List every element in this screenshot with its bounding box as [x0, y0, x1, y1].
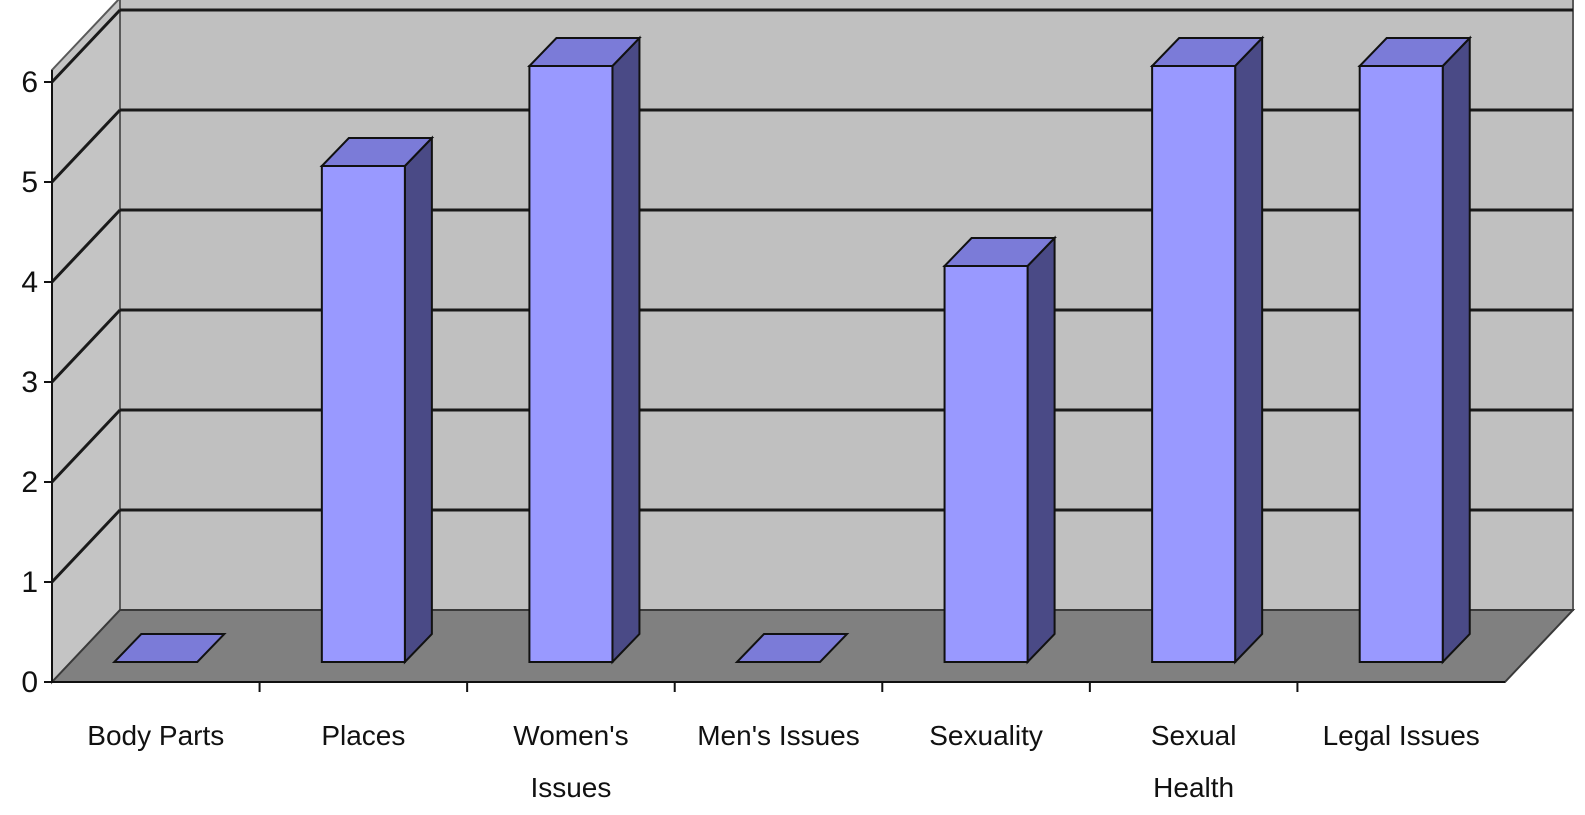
bar-body-parts	[111, 633, 227, 663]
bar-places	[319, 135, 435, 665]
x-tick-label: Sexual Health	[1151, 720, 1237, 803]
side-wall	[51, 0, 121, 685]
bar-front	[943, 265, 1029, 663]
bar-side	[1026, 235, 1056, 665]
chart-walls	[49, 0, 1576, 685]
bar-legal-issues	[1357, 35, 1473, 665]
x-tick-labels: Body Parts Places Women's Issues Men's Issue…	[87, 682, 1480, 803]
gridline-side	[50, 8, 122, 84]
bar-top	[734, 633, 850, 663]
y-tick-label: 3	[21, 366, 38, 399]
y-tick-labels: 0 1 2 3 4 5 6	[21, 66, 52, 699]
gridline-side	[50, 408, 122, 484]
bars	[111, 35, 1473, 665]
x-tick-label: Places	[321, 720, 405, 751]
bar-top	[111, 633, 227, 663]
bar-front	[1151, 65, 1237, 663]
bar-side	[611, 35, 641, 665]
x-tick-label: Body Parts	[87, 720, 224, 751]
bar-sexual-health	[1149, 35, 1265, 665]
x-tick-label: Legal Issues	[1323, 720, 1480, 751]
bar-front	[528, 65, 614, 663]
bar-side	[1234, 35, 1264, 665]
x-tick-label: Women's Issues	[513, 720, 628, 803]
bar-front	[1358, 65, 1444, 663]
gridline-side	[50, 208, 122, 284]
gridline-side	[50, 308, 122, 384]
bar-side	[403, 135, 433, 665]
bar-side	[1441, 35, 1471, 665]
y-tick-label: 5	[21, 166, 38, 199]
gridline-side	[50, 508, 122, 584]
bar-sexuality	[942, 235, 1057, 665]
y-tick-label: 2	[21, 466, 38, 499]
gridline-side	[50, 108, 122, 184]
bar-top	[942, 237, 1057, 267]
bar-top	[1357, 37, 1473, 67]
y-tick-label: 0	[21, 666, 38, 699]
bar-top	[1149, 37, 1265, 67]
bar-top	[527, 37, 642, 67]
axes	[51, 70, 1505, 683]
bar-top	[319, 137, 435, 167]
x-tick-label: Men's Issues	[697, 720, 860, 751]
bar-men-s-issues	[734, 633, 850, 663]
y-tick-label: 4	[21, 266, 38, 299]
bar-women-s-issues	[527, 35, 642, 665]
x-tick-label: Sexuality	[929, 720, 1043, 751]
y-tick-label: 6	[21, 66, 38, 99]
y-tick-label: 1	[21, 566, 38, 599]
bar-front	[320, 165, 406, 663]
